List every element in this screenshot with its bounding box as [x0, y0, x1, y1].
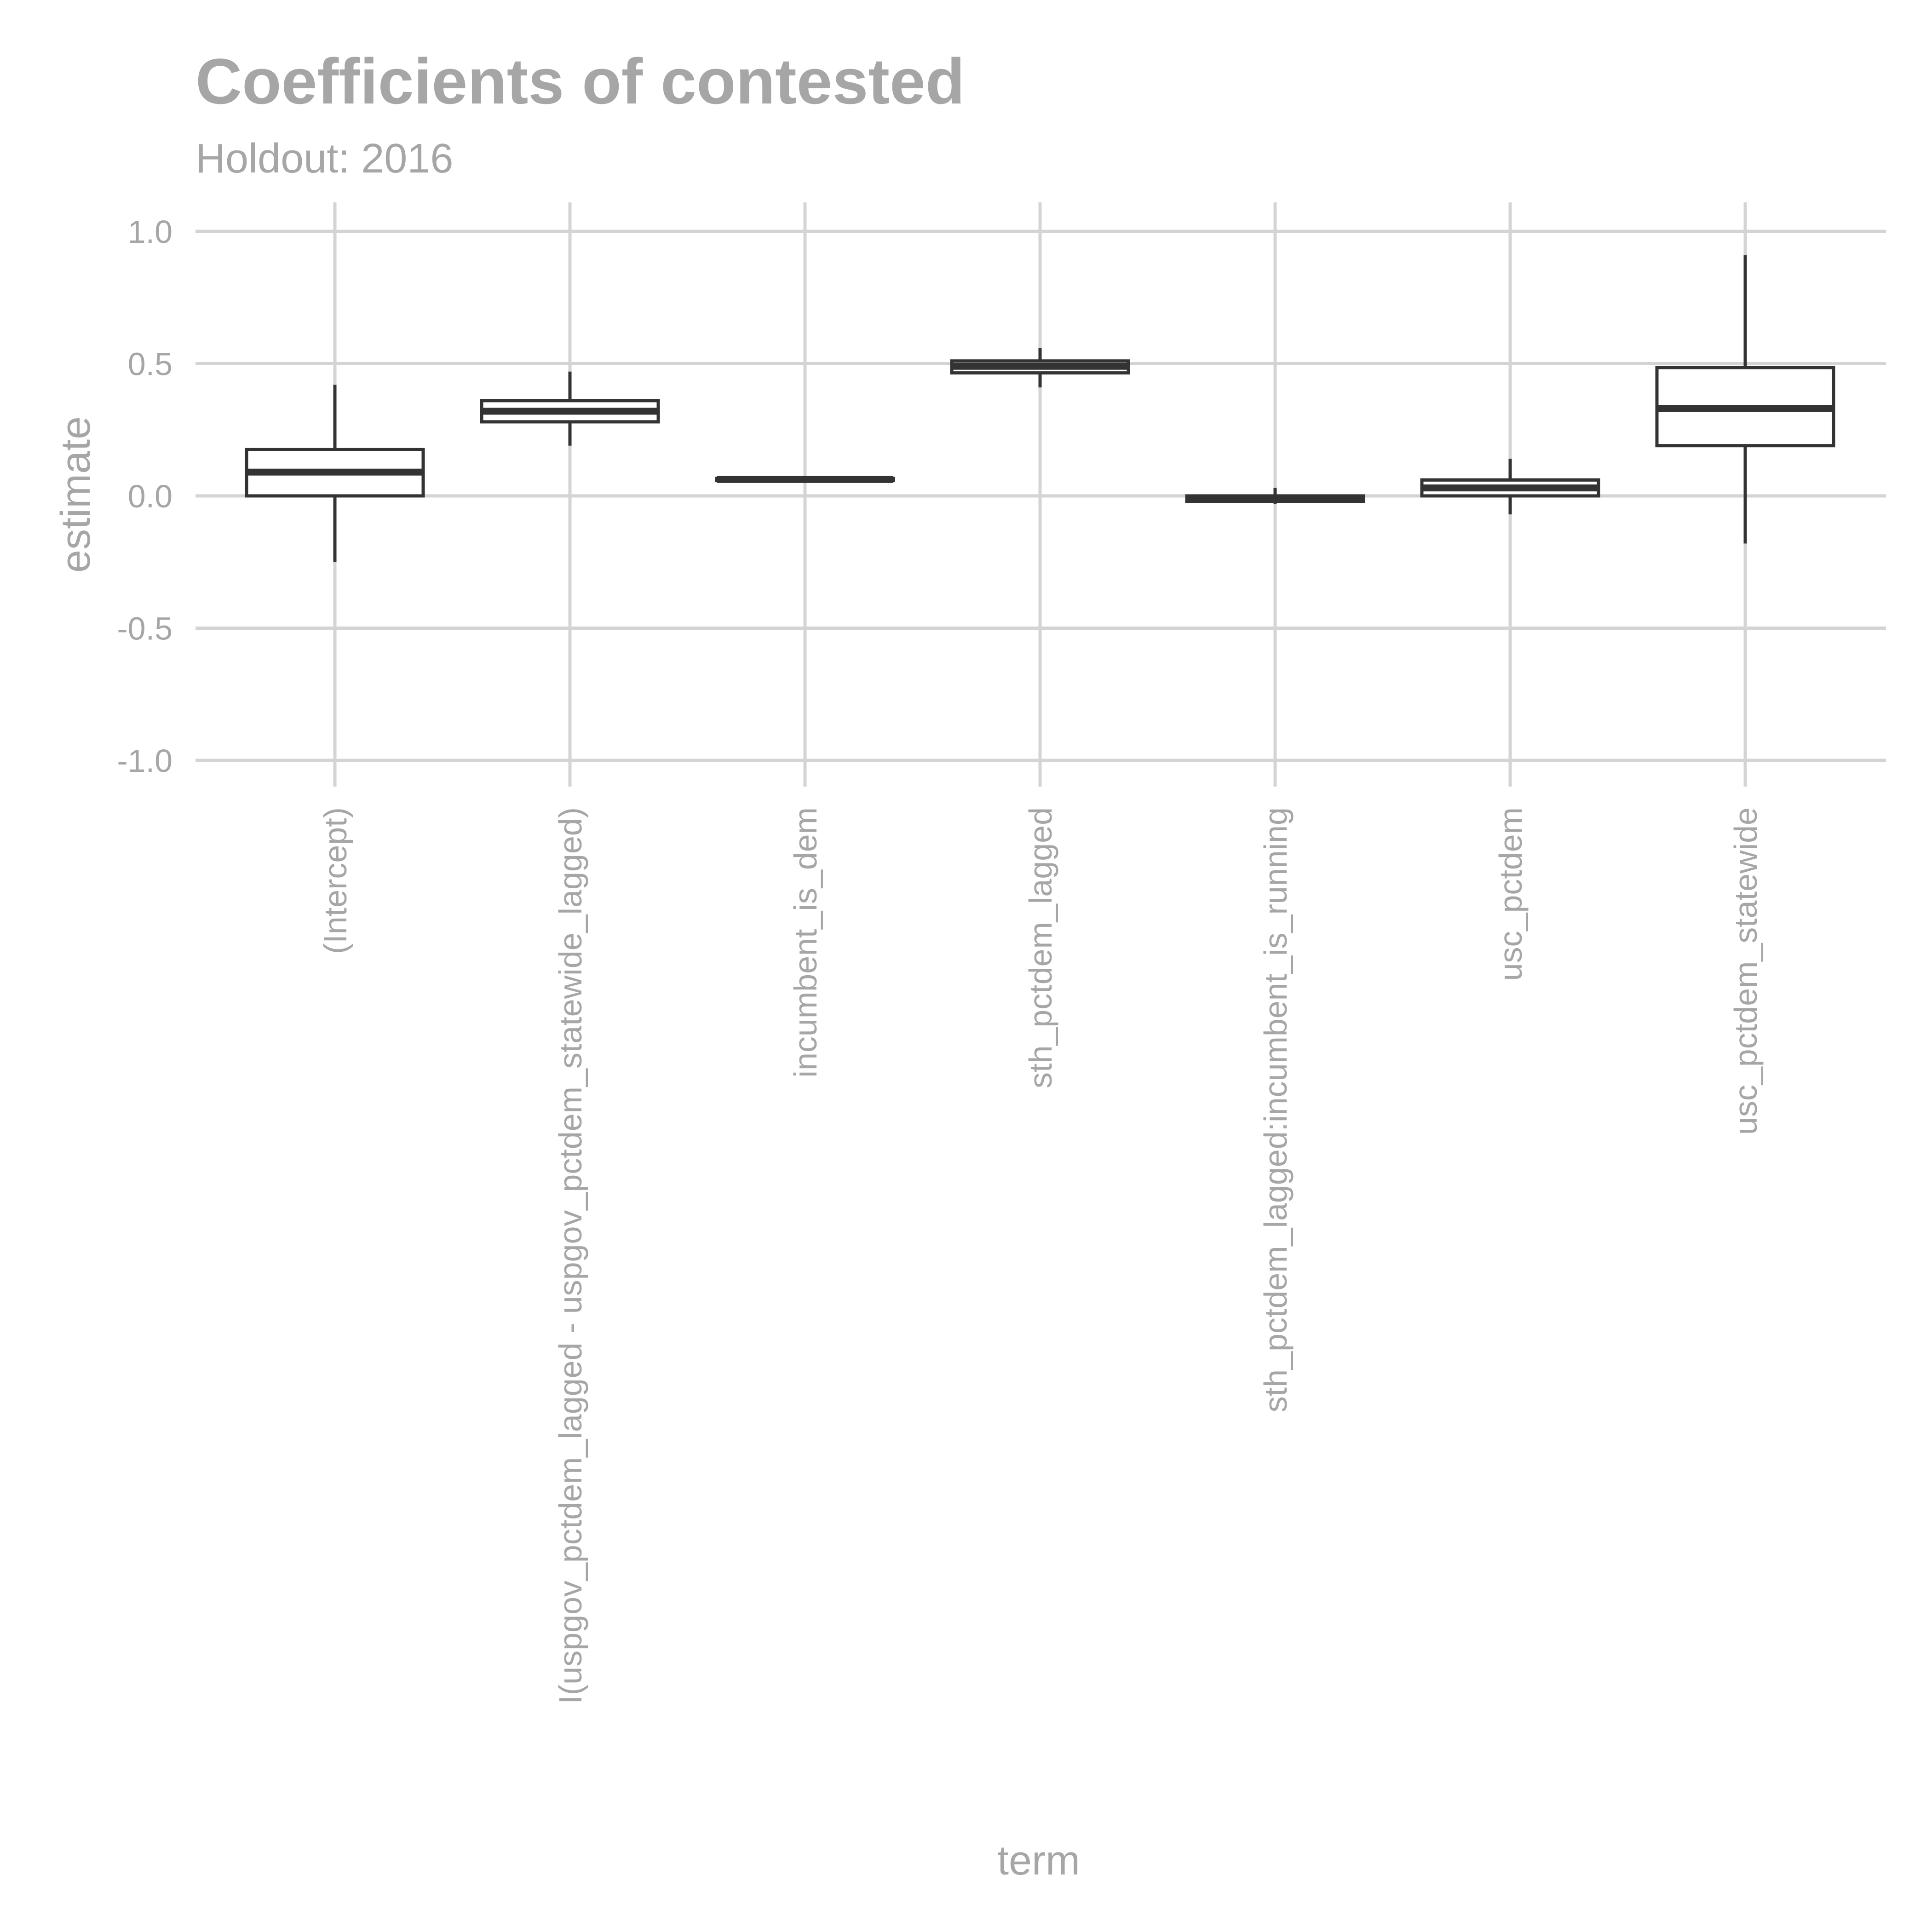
chart-subtitle: Holdout: 2016: [196, 136, 453, 182]
x-tick-label: usc_pctdem_statewide: [1728, 807, 1764, 1135]
box-3: [950, 348, 1130, 388]
y-tick-label: 0.0: [128, 478, 172, 514]
x-tick-label: (Intercept): [317, 807, 353, 954]
y-tick-label: -1.0: [117, 743, 172, 779]
x-tick-label: usc_pctdem: [1493, 807, 1529, 981]
box-2: [715, 476, 895, 483]
x-tick-label: sth_pctdem_lagged:incumbent_is_running: [1258, 807, 1294, 1412]
box-0: [245, 385, 425, 562]
x-tick-label: incumbent_is_dem: [788, 807, 823, 1078]
box-4: [1185, 488, 1365, 504]
chart-title: Coefficients of contested: [196, 45, 965, 117]
x-tick-label: sth_pctdem_lagged: [1023, 807, 1058, 1088]
y-axis-title: estimate: [53, 416, 99, 573]
box-5: [1420, 459, 1600, 515]
y-tick-labels: -1.0 -0.5 0.0 0.5 1.0: [117, 214, 172, 779]
box-6: [1655, 255, 1835, 544]
x-tick-label: I(uspgov_pctdem_lagged - uspgov_pctdem_s…: [552, 807, 588, 1704]
x-axis-title: term: [997, 1838, 1080, 1884]
boxplots: [245, 255, 1835, 562]
y-tick-label: -0.5: [117, 611, 172, 647]
box-1: [480, 371, 660, 446]
x-tick-labels: (Intercept) I(uspgov_pctdem_lagged - uspg…: [317, 807, 1764, 1704]
y-tick-label: 0.5: [128, 346, 172, 382]
y-tick-label: 1.0: [128, 214, 172, 250]
